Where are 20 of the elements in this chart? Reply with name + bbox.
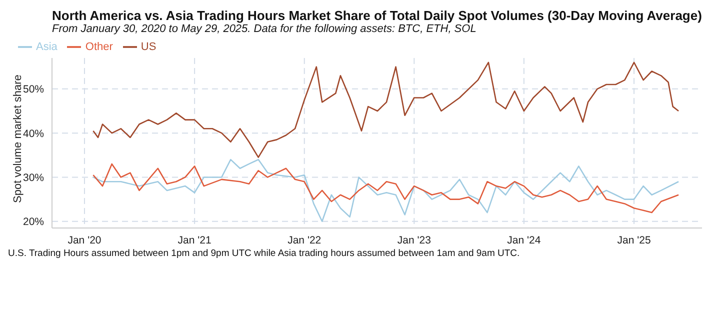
line-series: [92, 163, 680, 214]
x-tick-label: Jan '22: [288, 234, 322, 246]
x-tick-label: Jan '24: [507, 234, 541, 246]
y-axis-title: Spot volume market share: [12, 74, 24, 203]
legend-label: Other: [85, 40, 113, 53]
x-tick-label: Jan '21: [178, 234, 212, 246]
chart-subtitle: From January 30, 2020 to May 29, 2025. Data for the following assets: BTC, ETH, SOL: [52, 23, 478, 36]
x-tick-label: Jan '25: [617, 234, 651, 246]
line-series: [92, 62, 680, 158]
y-tick-label: 40%: [22, 128, 44, 140]
x-tick-label: Jan '20: [68, 234, 102, 246]
legend-label: Asia: [36, 40, 58, 53]
y-tick-label: 50%: [22, 84, 44, 96]
chart-title: North America vs. Asia Trading Hours Market Share of Total Daily Spot Volumes (30-Day Moving Average): [52, 8, 703, 23]
x-tick-label: Jan '23: [397, 234, 432, 246]
legend-label: US: [140, 40, 156, 53]
text: U.S. Trading Hours assumed between 1pm and 9pm UTC while Asia trading hours assumed between 1am and 9am UTC.: [8, 248, 521, 259]
line-series: [92, 158, 680, 222]
y-tick-label: 30%: [22, 172, 44, 184]
y-tick-label: 20%: [22, 216, 44, 228]
